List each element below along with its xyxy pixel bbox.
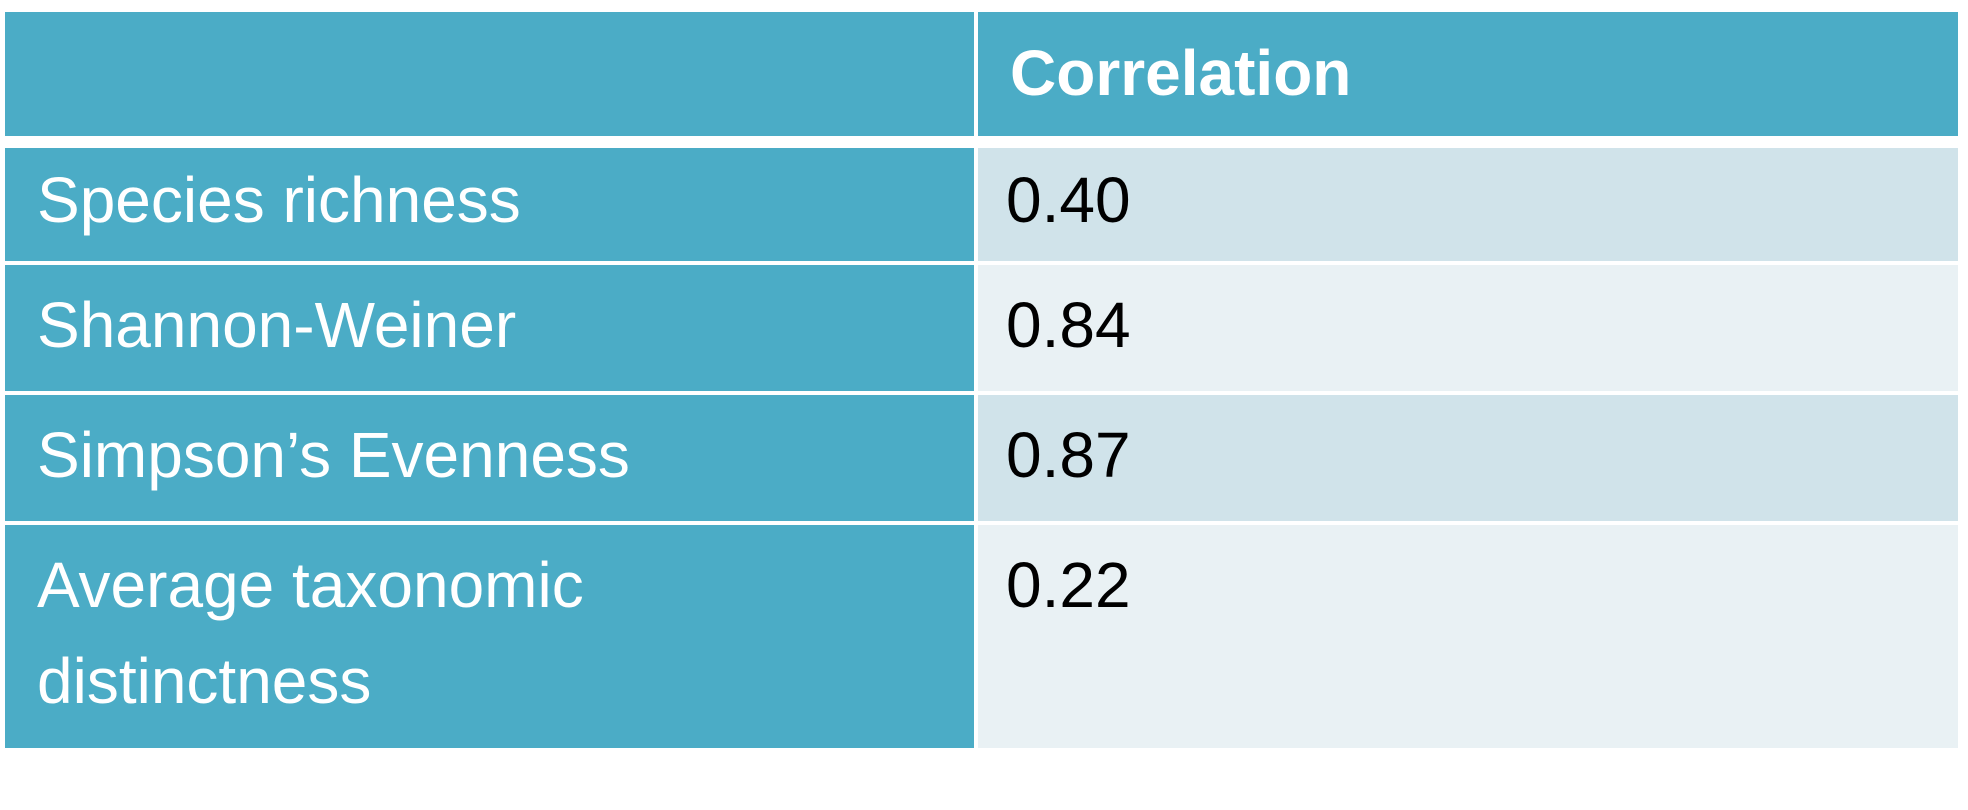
- row-label-simpsons-evenness: Simpson’s Evenness: [5, 391, 978, 521]
- header-label-text: [5, 12, 37, 40]
- row-label-average-taxonomic-distinctness: Average taxonomic distinctness: [5, 521, 978, 748]
- row-value-average-taxonomic-distinctness: 0.22: [978, 521, 1958, 748]
- header-correlation-cell: Correlation: [978, 12, 1958, 136]
- row-label-shannon-weiner: Shannon-Weiner: [5, 261, 978, 391]
- row-value-shannon-weiner: 0.84: [978, 261, 1958, 391]
- row-value-species-richness: 0.40: [978, 136, 1958, 261]
- header-correlation-text: Correlation: [1010, 37, 1352, 109]
- correlation-table: Correlation Species richness 0.40 Shanno…: [5, 12, 1958, 748]
- row-label-species-richness: Species richness: [5, 136, 978, 261]
- row-value-simpsons-evenness: 0.87: [978, 391, 1958, 521]
- header-label-cell: [5, 12, 978, 136]
